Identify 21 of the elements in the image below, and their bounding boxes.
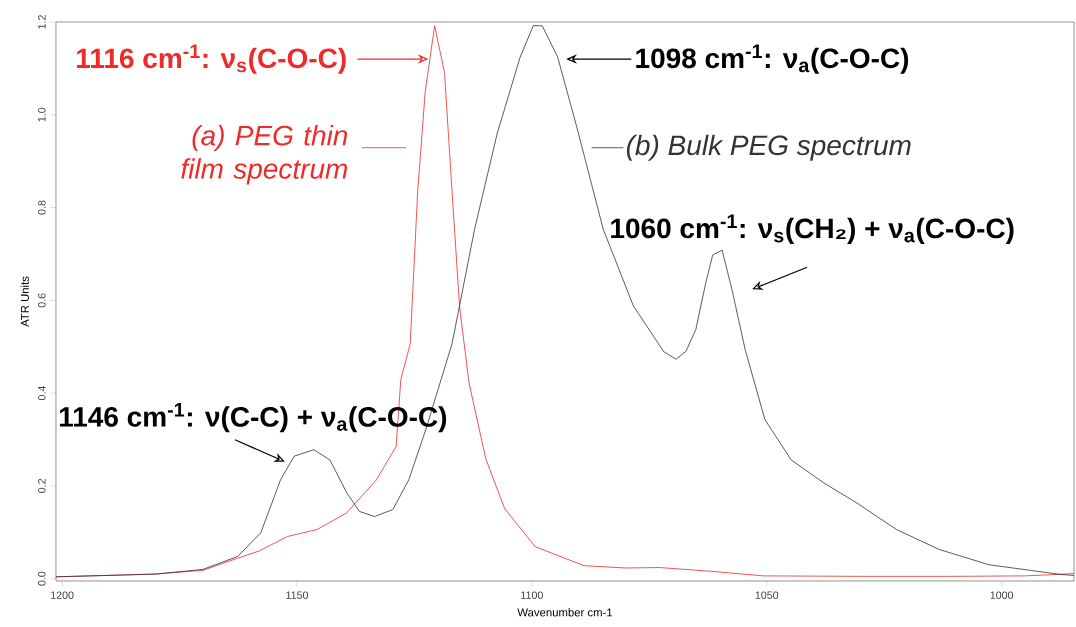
y-axis-title: ATR Units <box>20 276 29 327</box>
line-series <box>55 25 1075 578</box>
x-tick-label: 1050 <box>755 591 779 599</box>
x-tick-label: 1150 <box>286 591 309 599</box>
x-tick-label: 1100 <box>521 591 543 599</box>
x-tick-label: 1000 <box>990 591 1014 599</box>
y-tick-label: 0.2 <box>38 479 46 493</box>
annotation: 1116 cm$^{-1}$: ν$_{s}$(C-O-C) <box>77 44 346 74</box>
y-tick-label: 0.4 <box>38 386 46 401</box>
legend-label: (b) Bulk PEG spectrum <box>626 134 911 161</box>
y-tick-label: 1.2 <box>38 15 46 29</box>
y-tick-label: 1.0 <box>38 107 46 122</box>
annotation: 1098 cm$^{-1}$: ν$_{a}$(C-O-C) <box>636 44 909 74</box>
x-axis-title: Wavenumber cm-1 <box>517 608 613 617</box>
y-tick-label: 0.8 <box>38 200 46 215</box>
annotation: 1060 cm$^{-1}$: ν$_{s}$(CH₂) + ν$_{a}$(C-O-C) <box>611 214 1014 244</box>
x-tick-label: 1200 <box>51 591 74 599</box>
y-tick-label: 0.6 <box>38 293 46 308</box>
y-tick-label: 0.0 <box>38 571 46 586</box>
annotation: 1146 cm$^{-1}$: ν(C-C) + ν$_{a}$(C-O-C) <box>59 403 447 433</box>
text: (a) PEG thin film spectrum <box>181 124 348 185</box>
